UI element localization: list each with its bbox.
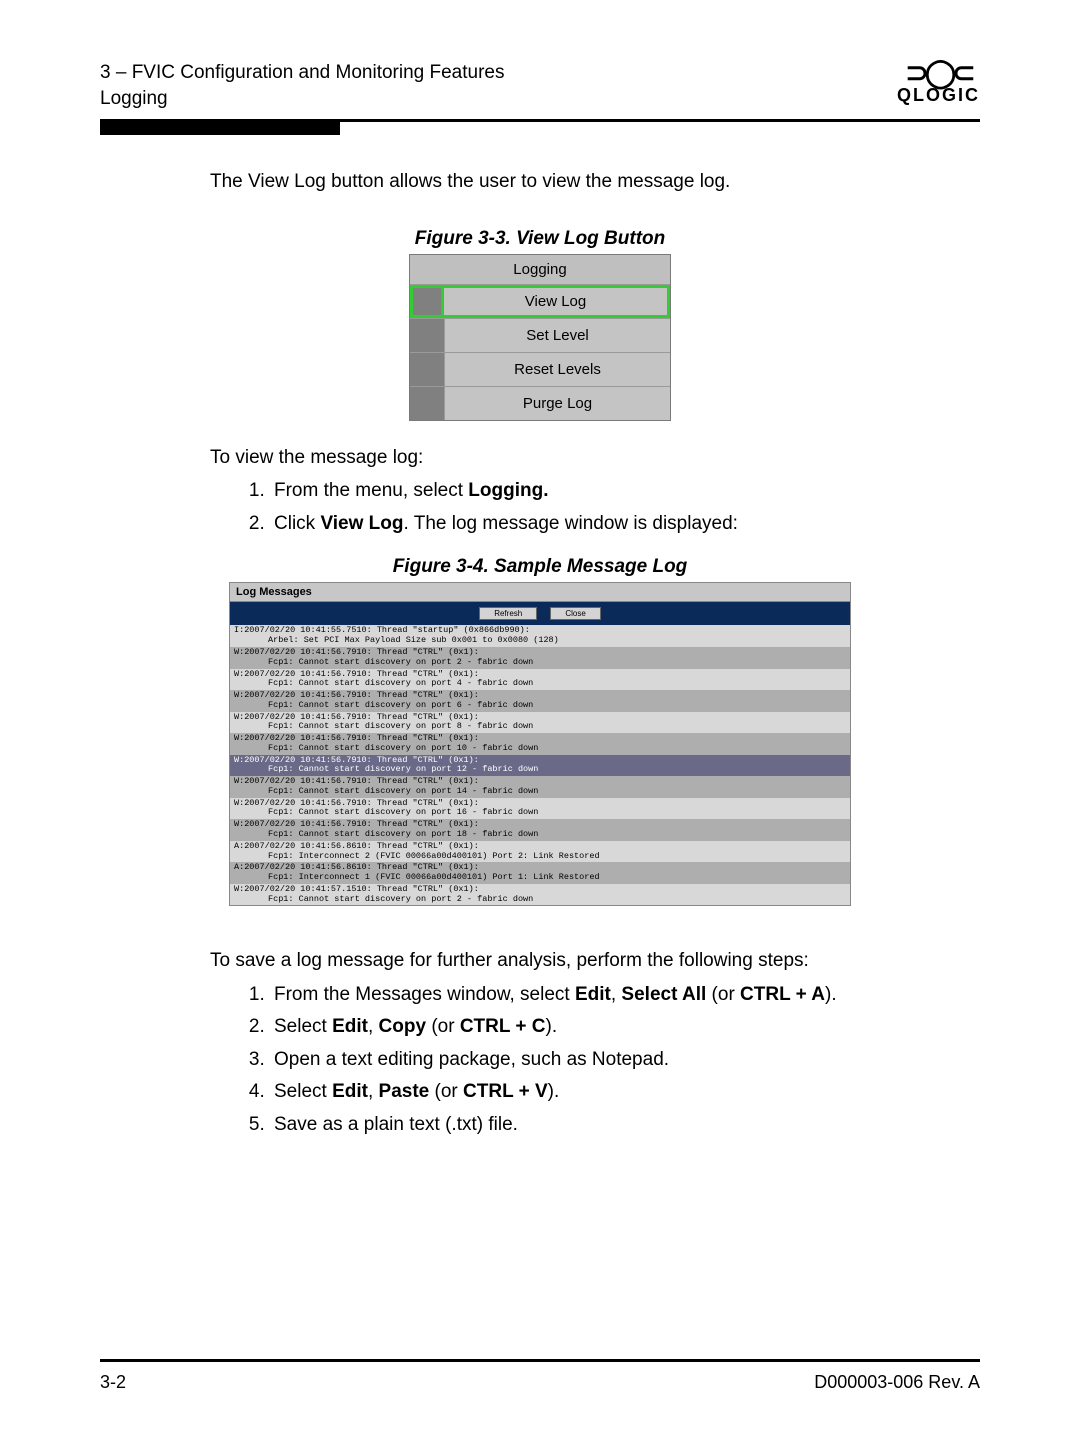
footer-page-number: 3-2 xyxy=(100,1372,126,1393)
menu-item-swatch xyxy=(410,319,445,352)
menu-item-label: Reset Levels xyxy=(445,353,670,386)
save-steps-list: From the Messages window, select Edit, S… xyxy=(210,981,940,1140)
log-entry-header: W:2007/02/20 10:41:56.7910: Thread "CTRL… xyxy=(234,690,479,700)
save-step-5: Save as a plain text (.txt) file. xyxy=(270,1111,940,1140)
save-intro: To save a log message for further analys… xyxy=(210,948,940,975)
header-text: 3 – FVIC Configuration and Monitoring Fe… xyxy=(100,60,505,111)
section-line: Logging xyxy=(100,86,505,112)
menu-title: Logging xyxy=(410,255,670,285)
figure-3-4-caption: Figure 3-4. Sample Message Log xyxy=(100,556,980,578)
log-entry-body: Fcp1: Cannot start discovery on port 8 -… xyxy=(234,722,846,732)
log-entry[interactable]: W:2007/02/20 10:41:56.7910: Thread "CTRL… xyxy=(230,647,850,669)
footer-doc-rev: D000003-006 Rev. A xyxy=(814,1372,980,1393)
log-entry-body: Fcp1: Cannot start discovery on port 10 … xyxy=(234,744,846,754)
log-entry[interactable]: A:2007/02/20 10:41:56.8610: Thread "CTRL… xyxy=(230,862,850,884)
log-entry-header: W:2007/02/20 10:41:56.7910: Thread "CTRL… xyxy=(234,776,479,786)
menu-item-view-log[interactable]: View Log xyxy=(410,285,670,319)
intro-paragraph: The View Log button allows the user to v… xyxy=(210,169,940,196)
chapter-line: 3 – FVIC Configuration and Monitoring Fe… xyxy=(100,60,505,86)
section-tab-bar xyxy=(100,121,340,135)
log-entry-body: Fcp1: Cannot start discovery on port 18 … xyxy=(234,830,846,840)
qlogic-logo: ⊃◯⊂ QLOGIC xyxy=(897,60,980,106)
log-entry[interactable]: W:2007/02/20 10:41:56.7910: Thread "CTRL… xyxy=(230,819,850,841)
menu-item-swatch xyxy=(410,353,445,386)
close-button[interactable]: Close xyxy=(550,607,600,620)
page-footer: 3-2 D000003-006 Rev. A xyxy=(100,1362,980,1393)
log-entry[interactable]: I:2007/02/20 10:41:55.7510: Thread "star… xyxy=(230,625,850,647)
log-entry-body: Fcp1: Interconnect 1 (FVIC 00066a00d4001… xyxy=(234,873,846,883)
view-step-2: Click View Log. The log message window i… xyxy=(270,510,940,539)
log-entry[interactable]: W:2007/02/20 10:41:56.7910: Thread "CTRL… xyxy=(230,690,850,712)
log-entry-header: W:2007/02/20 10:41:57.1510: Thread "CTRL… xyxy=(234,884,479,894)
logging-menu-figure: Logging View LogSet LevelReset LevelsPur… xyxy=(409,254,671,421)
log-entry-body: Fcp1: Cannot start discovery on port 14 … xyxy=(234,787,846,797)
log-messages-window: Log Messages Refresh Close I:2007/02/20 … xyxy=(229,582,851,906)
log-entry-body: Fcp1: Interconnect 2 (FVIC 00066a00d4001… xyxy=(234,852,846,862)
log-entry[interactable]: W:2007/02/20 10:41:56.7910: Thread "CTRL… xyxy=(230,776,850,798)
log-toolbar: Refresh Close xyxy=(230,602,850,625)
refresh-button[interactable]: Refresh xyxy=(479,607,537,620)
log-entry-header: W:2007/02/20 10:41:56.7910: Thread "CTRL… xyxy=(234,669,479,679)
menu-item-swatch xyxy=(410,387,445,420)
log-entry[interactable]: W:2007/02/20 10:41:56.7910: Thread "CTRL… xyxy=(230,755,850,777)
log-entry-header: W:2007/02/20 10:41:56.7910: Thread "CTRL… xyxy=(234,755,479,765)
log-entry-header: A:2007/02/20 10:41:56.8610: Thread "CTRL… xyxy=(234,841,479,851)
log-entry-body: Fcp1: Cannot start discovery on port 2 -… xyxy=(234,658,846,668)
log-entry[interactable]: W:2007/02/20 10:41:56.7910: Thread "CTRL… xyxy=(230,712,850,734)
save-step-1: From the Messages window, select Edit, S… xyxy=(270,981,940,1010)
save-step-2: Select Edit, Copy (or CTRL + C). xyxy=(270,1013,940,1042)
menu-item-label: Set Level xyxy=(445,319,670,352)
view-step-1: From the menu, select Logging. xyxy=(270,477,940,506)
log-entry-body: Fcp1: Cannot start discovery on port 6 -… xyxy=(234,701,846,711)
log-entry-header: I:2007/02/20 10:41:55.7510: Thread "star… xyxy=(234,625,530,635)
log-entry[interactable]: W:2007/02/20 10:41:56.7910: Thread "CTRL… xyxy=(230,733,850,755)
log-entry-body: Fcp1: Cannot start discovery on port 16 … xyxy=(234,808,846,818)
log-entry-header: W:2007/02/20 10:41:56.7910: Thread "CTRL… xyxy=(234,798,479,808)
menu-item-purge-log[interactable]: Purge Log xyxy=(410,387,670,420)
save-step-4: Select Edit, Paste (or CTRL + V). xyxy=(270,1078,940,1107)
menu-item-label: Purge Log xyxy=(445,387,670,420)
log-entry-body: Fcp1: Cannot start discovery on port 12 … xyxy=(234,765,846,775)
page-header: 3 – FVIC Configuration and Monitoring Fe… xyxy=(100,60,980,122)
log-entry[interactable]: W:2007/02/20 10:41:57.1510: Thread "CTRL… xyxy=(230,884,850,906)
log-entry-body: Fcp1: Cannot start discovery on port 4 -… xyxy=(234,679,846,689)
view-steps-list: From the menu, select Logging. Click Vie… xyxy=(210,477,940,538)
log-entry-header: W:2007/02/20 10:41:56.7910: Thread "CTRL… xyxy=(234,733,479,743)
menu-item-set-level[interactable]: Set Level xyxy=(410,319,670,353)
log-entry-header: W:2007/02/20 10:41:56.7910: Thread "CTRL… xyxy=(234,819,479,829)
menu-item-label: View Log xyxy=(444,285,670,318)
log-entry-body: Fcp1: Cannot start discovery on port 2 -… xyxy=(234,895,846,905)
log-entry-header: W:2007/02/20 10:41:56.7910: Thread "CTRL… xyxy=(234,647,479,657)
log-entry[interactable]: W:2007/02/20 10:41:56.7910: Thread "CTRL… xyxy=(230,798,850,820)
menu-item-swatch xyxy=(410,285,444,318)
logo-brand-text: QLOGIC xyxy=(897,85,980,106)
log-entry-header: W:2007/02/20 10:41:56.7910: Thread "CTRL… xyxy=(234,712,479,722)
log-entry[interactable]: A:2007/02/20 10:41:56.8610: Thread "CTRL… xyxy=(230,841,850,863)
log-entry-body: Arbel: Set PCI Max Payload Size sub 0x00… xyxy=(234,636,846,646)
logo-glyph-icon: ⊃◯⊂ xyxy=(897,60,980,85)
figure-3-3-caption: Figure 3-3. View Log Button xyxy=(100,228,980,250)
save-step-3: Open a text editing package, such as Not… xyxy=(270,1046,940,1075)
log-entry[interactable]: W:2007/02/20 10:41:56.7910: Thread "CTRL… xyxy=(230,669,850,691)
log-entry-header: A:2007/02/20 10:41:56.8610: Thread "CTRL… xyxy=(234,862,479,872)
log-entries-panel: I:2007/02/20 10:41:55.7510: Thread "star… xyxy=(230,625,850,905)
view-intro: To view the message log: xyxy=(210,445,940,472)
menu-item-reset-levels[interactable]: Reset Levels xyxy=(410,353,670,387)
log-window-title: Log Messages xyxy=(230,583,850,602)
